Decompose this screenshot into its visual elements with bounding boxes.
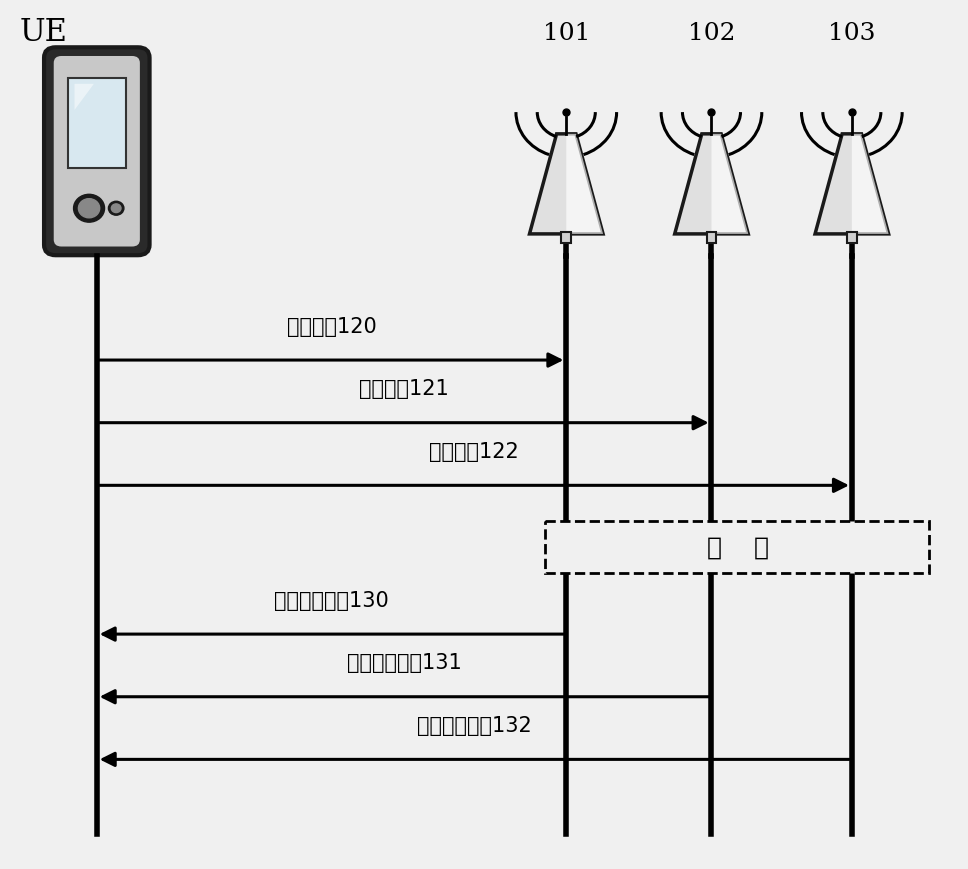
Circle shape	[78, 199, 100, 218]
FancyBboxPatch shape	[54, 57, 140, 247]
Circle shape	[108, 202, 124, 216]
Text: 101: 101	[543, 22, 590, 44]
Text: 102: 102	[687, 22, 736, 44]
Text: 注册响应消息130: 注册响应消息130	[274, 590, 389, 610]
Polygon shape	[675, 135, 748, 235]
Text: UE: UE	[19, 17, 68, 49]
Polygon shape	[566, 135, 603, 235]
Text: 注册消息122: 注册消息122	[430, 441, 519, 461]
Circle shape	[74, 195, 105, 222]
Text: 注册响应消息131: 注册响应消息131	[347, 653, 462, 673]
Circle shape	[111, 204, 121, 213]
Polygon shape	[711, 135, 748, 235]
Text: 103: 103	[828, 22, 876, 44]
Text: 注册消息120: 注册消息120	[287, 316, 377, 336]
FancyBboxPatch shape	[545, 521, 929, 574]
FancyBboxPatch shape	[561, 233, 571, 243]
Polygon shape	[852, 135, 889, 235]
Polygon shape	[529, 135, 603, 235]
FancyBboxPatch shape	[707, 233, 716, 243]
Text: 鉴    权: 鉴 权	[707, 535, 769, 560]
Text: 注册响应消息132: 注册响应消息132	[417, 715, 531, 735]
Polygon shape	[75, 84, 94, 110]
Polygon shape	[815, 135, 889, 235]
FancyBboxPatch shape	[68, 79, 126, 169]
FancyBboxPatch shape	[847, 233, 857, 243]
Text: 注册消息121: 注册消息121	[359, 379, 449, 399]
FancyBboxPatch shape	[45, 48, 150, 256]
